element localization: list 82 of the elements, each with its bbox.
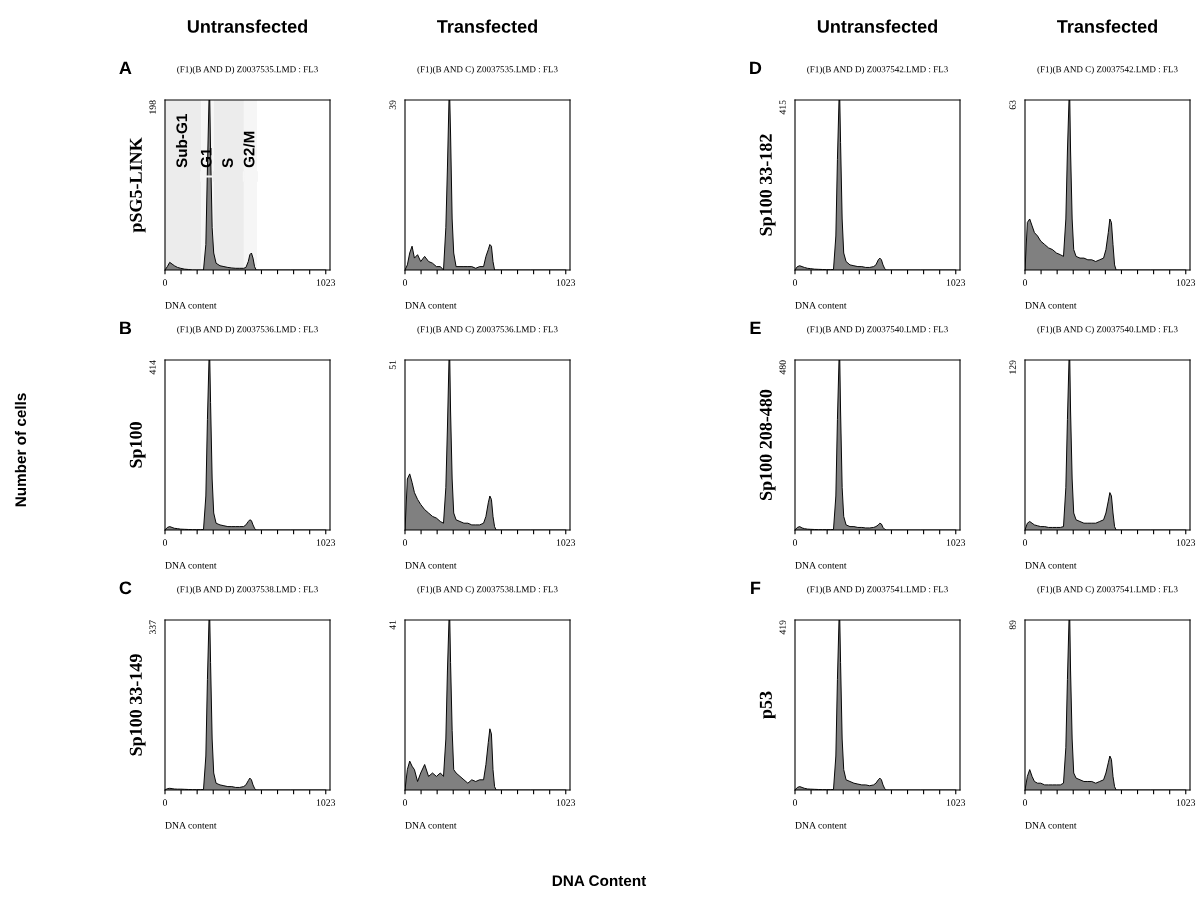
x-axis-title: DNA content <box>1025 822 1077 829</box>
x-tick-label: 1023 <box>556 279 576 286</box>
chart-title: (F1)(B AND C) Z0037538.LMD : FL3 <box>417 585 558 595</box>
x-tick-label: 0 <box>1022 799 1028 806</box>
x-tick-label: 1023 <box>1176 279 1196 286</box>
text: D <box>750 61 762 75</box>
y-axis-title: Sp100 <box>129 422 146 468</box>
x-tick-label: 0 <box>162 279 168 286</box>
x-tick-label: 0 <box>402 279 408 286</box>
text: 129 <box>1009 360 1016 374</box>
x-tick-label: 0 <box>792 539 798 546</box>
x-tick-label: 0 <box>792 279 798 286</box>
text: 39 <box>389 100 396 110</box>
y-axis-title: Sp100 33-182 <box>759 134 776 236</box>
x-tick-label: 1023 <box>316 799 336 806</box>
y-axis-title: Sp100 208-480 <box>759 389 776 500</box>
text: 480 <box>779 360 786 375</box>
band-label: G2/M <box>243 131 255 168</box>
x-tick-label: 0 <box>1022 539 1028 546</box>
text: 63 <box>1009 100 1016 110</box>
x-axis-title: DNA content <box>795 562 847 569</box>
text: 415 <box>779 100 786 115</box>
x-tick-label: 0 <box>162 799 168 806</box>
x-axis-title: DNA content <box>1025 562 1077 569</box>
band-label: G1 <box>200 148 212 168</box>
text: 414 <box>149 360 156 375</box>
x-axis-title: DNA content <box>165 302 217 309</box>
x-axis-title: DNA content <box>795 302 847 309</box>
text: F <box>751 581 761 595</box>
chart-title: (F1)(B AND C) Z0037536.LMD : FL3 <box>417 325 558 335</box>
x-axis-title: DNA content <box>795 822 847 829</box>
text: C <box>119 581 132 595</box>
x-tick-label: 1023 <box>946 539 966 546</box>
text: Untransfected <box>187 19 308 33</box>
chart-title: (F1)(B AND D) Z0037540.LMD : FL3 <box>807 325 948 335</box>
x-axis-title: DNA content <box>405 302 457 309</box>
x-tick-label: 0 <box>1022 279 1028 286</box>
chart-title: (F1)(B AND C) Z0037542.LMD : FL3 <box>1037 65 1178 75</box>
text: Untransfected <box>817 19 938 33</box>
chart-title: (F1)(B AND D) Z0037536.LMD : FL3 <box>177 325 318 335</box>
chart-title: (F1)(B AND D) Z0037535.LMD : FL3 <box>177 65 318 75</box>
x-tick-label: 1023 <box>946 799 966 806</box>
x-tick-label: 0 <box>792 799 798 806</box>
chart-title: (F1)(B AND D) Z0037541.LMD : FL3 <box>807 585 948 595</box>
text: Transfected <box>437 19 537 33</box>
x-tick-label: 1023 <box>316 279 336 286</box>
text: E <box>750 321 761 335</box>
x-axis-title: DNA content <box>165 822 217 829</box>
text: 51 <box>389 360 396 370</box>
text: 41 <box>389 620 396 630</box>
x-tick-label: 1023 <box>946 279 966 286</box>
band-label: S <box>222 158 233 168</box>
text: A <box>119 61 132 75</box>
x-tick-label: 0 <box>402 799 408 806</box>
text: DNA Content <box>552 875 647 887</box>
x-axis-title: DNA content <box>405 822 457 829</box>
x-tick-label: 1023 <box>1176 539 1196 546</box>
text: 419 <box>779 620 786 635</box>
x-tick-label: 1023 <box>316 539 336 546</box>
x-tick-label: 1023 <box>556 539 576 546</box>
chart-title: (F1)(B AND D) Z0037542.LMD : FL3 <box>807 65 948 75</box>
y-axis-title: p53 <box>759 691 776 719</box>
y-axis-title: Sp100 33-149 <box>129 654 146 756</box>
text: 89 <box>1009 620 1016 630</box>
text: Transfected <box>1057 19 1157 33</box>
band-label: Sub-G1 <box>175 114 188 168</box>
text: Number of cells <box>14 393 27 507</box>
text: 337 <box>149 620 156 635</box>
x-tick-label: 0 <box>402 539 408 546</box>
chart-title: (F1)(B AND C) Z0037540.LMD : FL3 <box>1037 325 1178 335</box>
chart-title: (F1)(B AND D) Z0037538.LMD : FL3 <box>177 585 318 595</box>
x-axis-title: DNA content <box>165 562 217 569</box>
chart-title: (F1)(B AND C) Z0037535.LMD : FL3 <box>417 65 558 75</box>
x-tick-label: 1023 <box>556 799 576 806</box>
x-axis-title: DNA content <box>405 562 457 569</box>
x-tick-label: 1023 <box>1176 799 1196 806</box>
text: 198 <box>149 100 156 114</box>
chart-title: (F1)(B AND C) Z0037541.LMD : FL3 <box>1037 585 1178 595</box>
text: B <box>120 321 132 335</box>
x-tick-label: 0 <box>162 539 168 546</box>
y-axis-title: pSG5-LINK <box>129 137 146 233</box>
x-axis-title: DNA content <box>1025 302 1077 309</box>
